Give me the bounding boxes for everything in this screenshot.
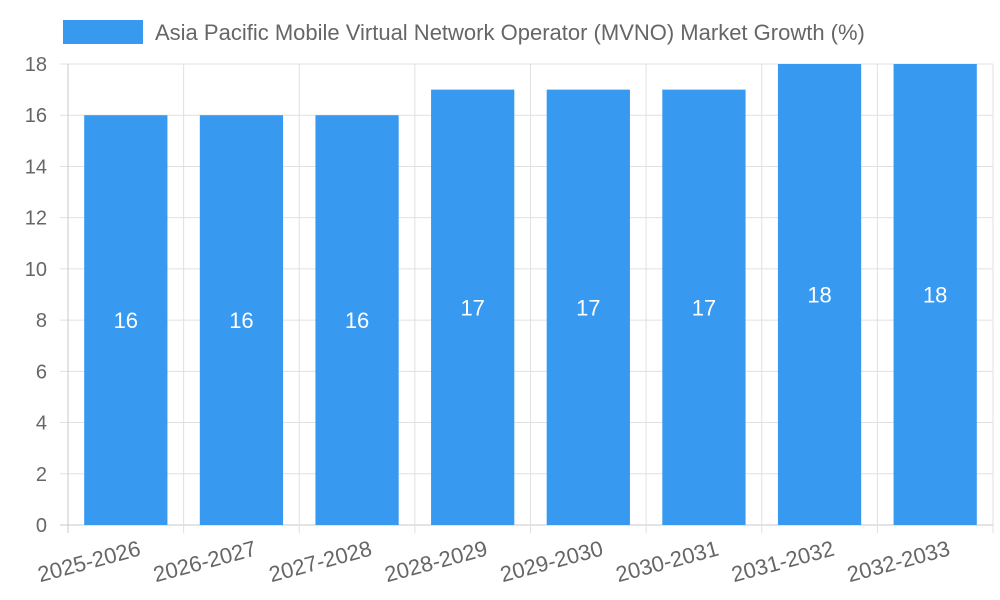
bars: 16 16 16 17 17 17 18 18: [84, 64, 977, 525]
bar-data-label: 16: [229, 308, 253, 333]
y-tick-label: 2: [36, 464, 47, 486]
bar-data-label: 16: [114, 308, 138, 333]
y-tick-label: 14: [25, 156, 47, 178]
bar-data-label: 17: [692, 295, 716, 320]
y-axis-ticks: 0 2 4 6 8 10 12 14 16 18: [25, 54, 47, 537]
x-tick-label: 2031-2032: [729, 536, 837, 587]
bar-data-label: 16: [345, 308, 369, 333]
y-tick-label: 12: [25, 208, 47, 230]
bar-data-label: 17: [576, 295, 600, 320]
legend-swatch: [63, 20, 143, 44]
bar-data-label: 18: [923, 283, 947, 308]
x-axis-ticks: 2025-2026 2026-2027 2027-2028 2028-2029 2029…: [35, 536, 952, 587]
y-tick-label: 6: [36, 361, 47, 383]
bar[interactable]: [546, 89, 630, 525]
bar[interactable]: [199, 115, 284, 525]
x-tick-label: 2027-2028: [266, 536, 374, 587]
bar[interactable]: [893, 64, 977, 525]
legend-label: Asia Pacific Mobile Virtual Network Oper…: [155, 20, 865, 45]
y-tick-label: 4: [36, 413, 47, 435]
x-tick-label: 2026-2027: [151, 536, 259, 587]
bar[interactable]: [662, 89, 746, 525]
y-tick-label: 18: [25, 54, 47, 76]
x-tick-label: 2028-2029: [382, 536, 490, 587]
bar[interactable]: [315, 115, 399, 525]
y-tick-label: 0: [36, 515, 47, 537]
bar-data-label: 17: [460, 295, 484, 320]
x-tick-label: 2030-2031: [613, 536, 721, 587]
bar-data-label: 18: [807, 283, 831, 308]
x-tick-label: 2032-2033: [844, 536, 952, 587]
x-tick-label: 2025-2026: [35, 536, 143, 587]
chart-legend[interactable]: Asia Pacific Mobile Virtual Network Oper…: [63, 20, 865, 45]
bar[interactable]: [777, 64, 862, 525]
bar[interactable]: [84, 115, 168, 525]
y-tick-label: 8: [36, 310, 47, 332]
bar[interactable]: [431, 89, 515, 525]
y-tick-label: 10: [25, 259, 47, 281]
y-tick-label: 16: [25, 105, 47, 127]
x-tick-label: 2029-2030: [498, 536, 606, 587]
